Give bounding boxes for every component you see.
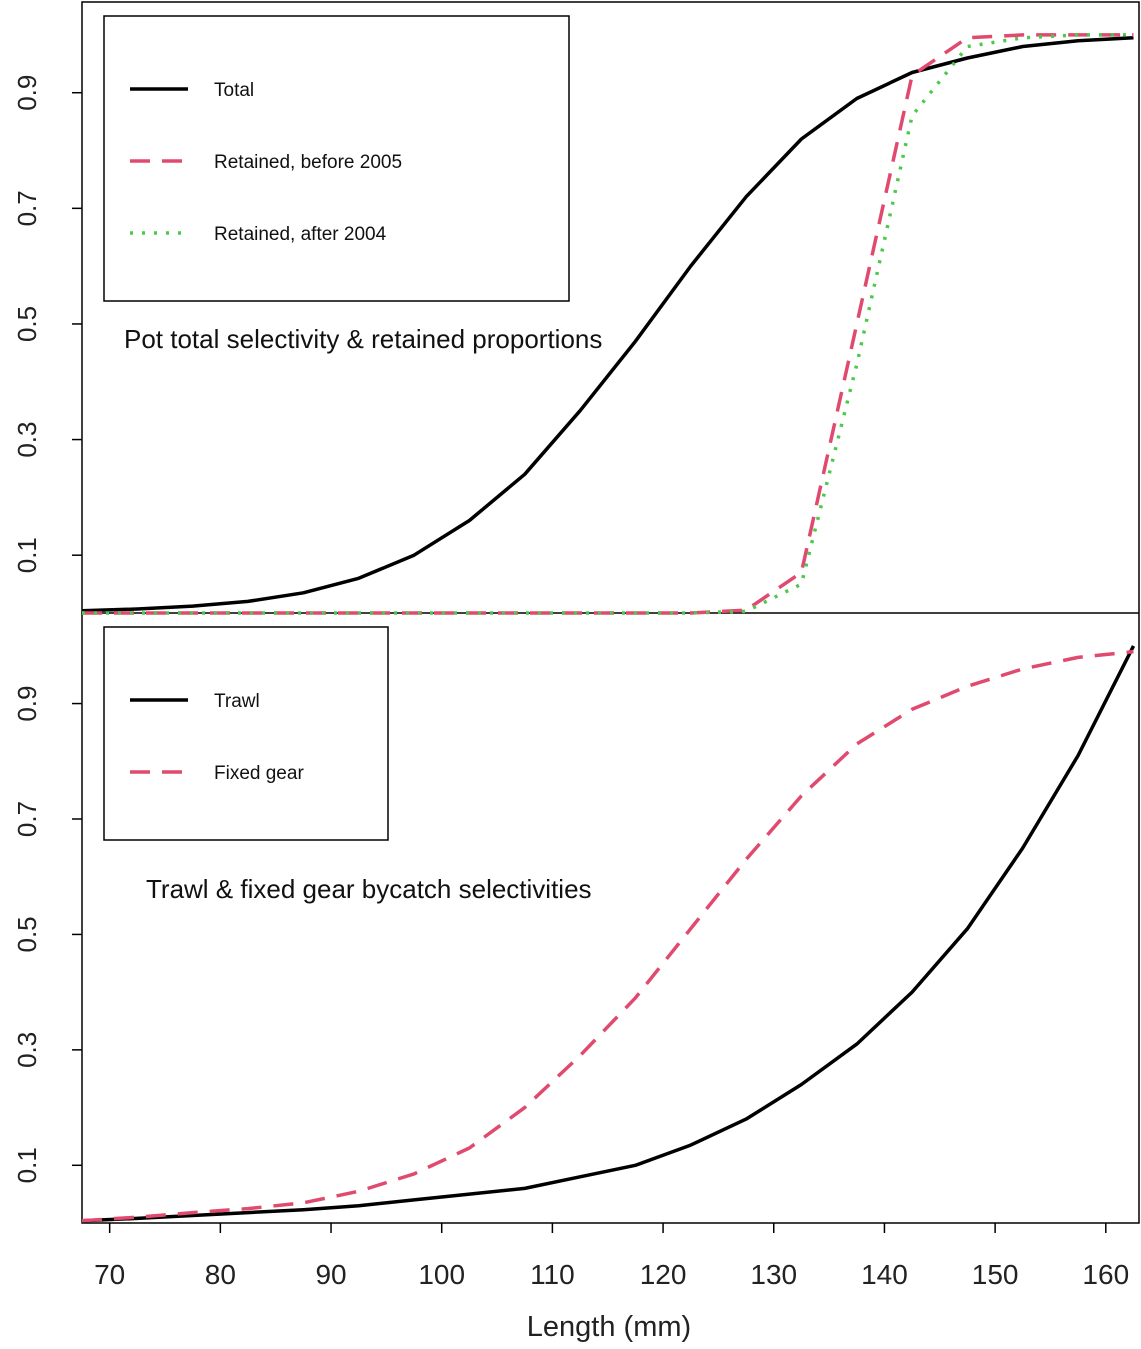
top-legend-label-0: Total — [214, 80, 254, 101]
top-legend: Total Retained, before 2005 Retained, afte… — [103, 15, 570, 302]
top-y-tick-label-2: 0.5 — [12, 306, 42, 342]
bottom-legend-label-1: Fixed gear — [214, 763, 304, 784]
x-tick-label-4: 110 — [530, 1259, 575, 1290]
top-series-line-0 — [81, 36, 1134, 613]
bottom-y-tick-label-4: 0.9 — [12, 685, 42, 721]
top-panel: 0.1 0.3 0.5 0.7 0.9 Pot total selectivity & … — [12, 15, 1134, 615]
top-series-line-1 — [82, 33, 1134, 615]
top-y-axis: 0.1 0.3 0.5 0.7 0.9 — [12, 75, 82, 573]
bottom-y-axis: 0.1 0.3 0.5 0.7 0.9 — [12, 685, 82, 1183]
x-axis: 70 80 90 100 110 120 130 140 150 160 — [94, 1223, 1129, 1290]
x-tick-label-6: 130 — [750, 1259, 797, 1290]
top-y-tick-label-3: 0.7 — [12, 190, 42, 226]
x-tick-label-1: 80 — [205, 1259, 236, 1290]
x-tick-label-5: 120 — [640, 1259, 687, 1290]
top-y-tick-label-4: 0.9 — [12, 75, 42, 111]
top-y-tick-label-1: 0.3 — [12, 421, 42, 457]
x-axis-label: Length (mm) — [527, 1311, 691, 1343]
bottom-series-group — [81, 645, 1136, 1223]
x-tick-label-2: 90 — [315, 1259, 346, 1290]
bottom-y-tick-label-3: 0.7 — [12, 801, 42, 837]
x-tick-label-9: 160 — [1082, 1259, 1129, 1290]
top-legend-box — [103, 15, 570, 302]
top-series-group — [81, 33, 1134, 615]
bottom-legend-label-0: Trawl — [214, 691, 260, 712]
x-tick-label-7: 140 — [861, 1259, 908, 1290]
x-tick-label-0: 70 — [94, 1259, 125, 1290]
bottom-y-tick-label-1: 0.3 — [12, 1032, 42, 1068]
bottom-legend-box — [103, 626, 389, 841]
bottom-legend: Trawl Fixed gear — [103, 626, 389, 841]
bottom-panel: 0.1 0.3 0.5 0.7 0.9 Trawl & fixed gear bycat… — [12, 626, 1136, 1223]
x-tick-label-3: 100 — [418, 1259, 465, 1290]
top-panel-annotation: Pot total selectivity & retained proport… — [124, 324, 602, 354]
top-legend-label-1: Retained, before 2005 — [214, 152, 402, 173]
bottom-y-tick-label-2: 0.5 — [12, 916, 42, 952]
bottom-y-tick-label-0: 0.1 — [12, 1147, 42, 1183]
x-tick-label-8: 150 — [972, 1259, 1019, 1290]
top-legend-label-2: Retained, after 2004 — [214, 224, 387, 245]
bottom-series-line-1 — [81, 649, 1134, 1223]
bottom-series-line-0 — [81, 645, 1136, 1223]
top-y-tick-label-0: 0.1 — [12, 537, 42, 573]
bottom-panel-annotation: Trawl & fixed gear bycatch selectivities — [146, 874, 592, 904]
